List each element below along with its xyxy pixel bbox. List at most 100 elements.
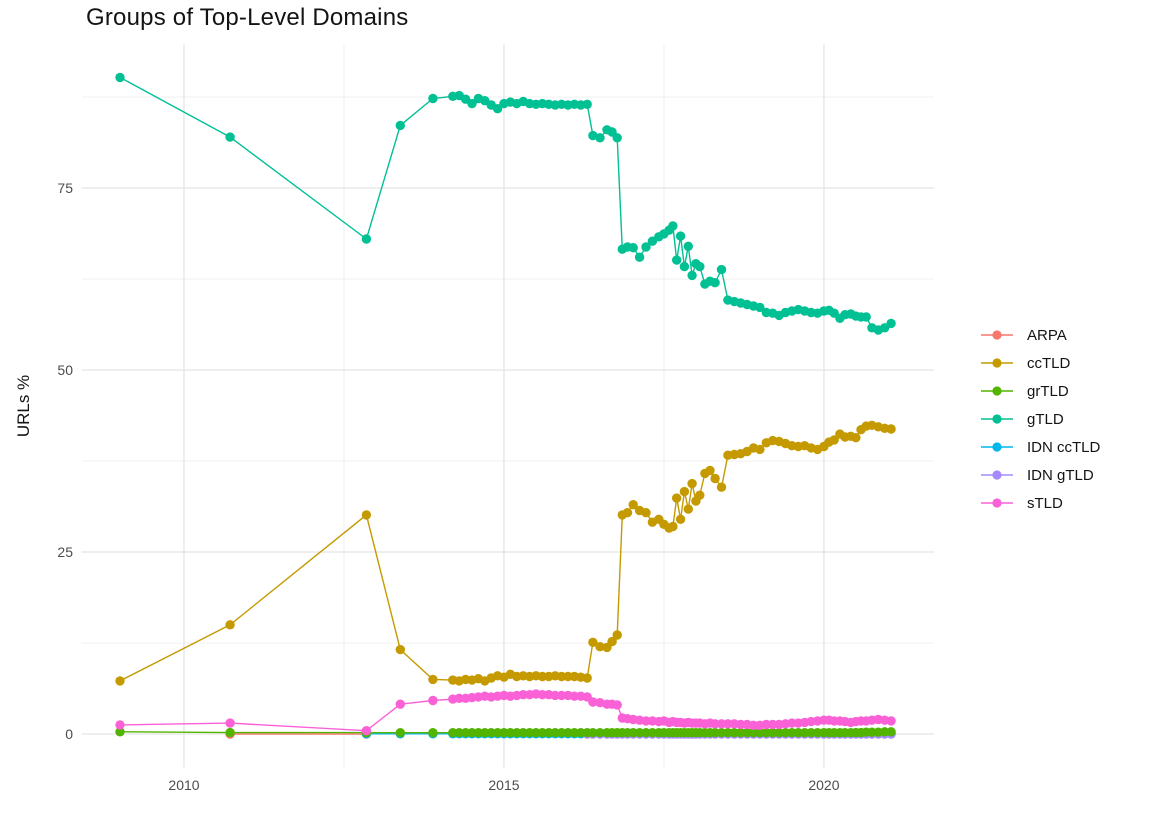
legend-item-idn-gtld: IDN gTLD	[980, 461, 1100, 489]
data-point-cctld	[612, 630, 622, 640]
data-point-gtld	[716, 264, 727, 275]
data-point-gtld	[683, 241, 693, 251]
legend-item-gtld: gTLD	[980, 405, 1100, 433]
data-point-cctld	[607, 636, 617, 647]
legend-key-icon-stld	[981, 498, 1013, 508]
legend-item-label: IDN ccTLD	[1027, 438, 1101, 456]
data-point-gtld	[595, 133, 605, 143]
legend-key-dot	[992, 358, 1002, 368]
data-point-gtld	[492, 104, 503, 114]
data-point-cctld	[622, 508, 633, 518]
data-point-cctld	[687, 478, 697, 489]
data-point-grtld	[115, 727, 125, 737]
y-tick-label: 25	[57, 544, 73, 560]
data-point-cctld	[115, 676, 125, 686]
legend-key-dot	[992, 414, 1002, 424]
legend-item-label: sTLD	[1027, 494, 1063, 512]
y-tick-label: 75	[57, 180, 73, 196]
data-point-cctld	[886, 424, 896, 434]
data-point-stld	[588, 697, 598, 707]
data-point-gtld	[628, 243, 638, 253]
data-point-cctld	[695, 490, 705, 500]
legend-item-grtld: grTLD	[980, 377, 1100, 405]
data-point-gtld	[672, 255, 682, 265]
data-point-gtld	[679, 261, 690, 272]
data-point-cctld	[683, 504, 693, 514]
data-point-gtld	[582, 99, 592, 110]
legend-item-label: IDN gTLD	[1027, 466, 1094, 484]
data-point-stld	[595, 698, 605, 708]
data-point-gtld	[361, 234, 372, 244]
data-point-gtld	[755, 302, 765, 313]
data-point-grtld	[428, 728, 438, 738]
legend-item-label: gTLD	[1027, 410, 1064, 428]
data-point-stld	[361, 726, 372, 736]
legend-key-icon-gtld	[981, 414, 1013, 424]
legend-key-icon-idn-cctld	[981, 442, 1013, 452]
x-tick-label: 2010	[168, 777, 199, 793]
legend-key-dot	[992, 330, 1002, 340]
data-point-cctld	[428, 674, 438, 685]
data-point-cctld	[595, 642, 605, 652]
legend-item-label: ARPA	[1027, 326, 1067, 344]
data-point-gtld	[668, 221, 678, 231]
data-point-stld	[115, 720, 125, 730]
legend-key-icon-arpa	[981, 330, 1013, 340]
data-point-gtld	[710, 278, 720, 288]
y-axis-title: URLs %	[14, 374, 33, 438]
data-point-gtld	[225, 132, 235, 142]
legend-key-icon-idn-gtld	[981, 470, 1013, 480]
legend-key-dot	[992, 470, 1002, 480]
data-point-gtld	[687, 270, 697, 281]
data-point-gtld	[428, 93, 438, 104]
data-point-gtld	[115, 72, 125, 83]
data-point-gtld	[612, 133, 622, 143]
data-point-cctld	[851, 433, 861, 443]
legend-key-dot	[992, 498, 1002, 508]
legend-key-icon-grtld	[981, 386, 1013, 396]
data-point-cctld	[755, 444, 765, 455]
data-point-cctld	[705, 465, 715, 476]
x-tick-label: 2020	[808, 777, 839, 793]
data-point-cctld	[672, 493, 682, 503]
data-point-gtld	[641, 242, 651, 252]
data-point-cctld	[641, 508, 651, 518]
data-point-gtld	[695, 261, 705, 272]
data-point-cctld	[582, 673, 592, 683]
data-point-gtld	[395, 120, 405, 131]
legend-item-arpa: ARPA	[980, 321, 1100, 349]
legend-key-dot	[992, 442, 1002, 452]
legend-item-cctld: ccTLD	[980, 349, 1100, 377]
data-point-grtld	[588, 728, 598, 738]
data-point-stld	[612, 700, 622, 710]
data-point-gtld	[588, 130, 598, 141]
data-point-cctld	[628, 500, 638, 510]
y-tick-label: 50	[57, 362, 73, 378]
series-line-gtld	[119, 76, 892, 331]
legend: ARPA ccTLD grTLD gTLD IDN ccTLD IDN gTLD sTLD	[980, 321, 1100, 517]
data-point-stld	[225, 718, 235, 728]
data-point-cctld	[668, 521, 678, 532]
data-point-grtld	[395, 728, 405, 738]
data-point-stld	[886, 716, 896, 726]
data-point-cctld	[710, 473, 720, 484]
data-point-cctld	[225, 620, 235, 630]
data-point-gtld	[886, 318, 896, 329]
series-line-cctld	[119, 424, 892, 682]
chart-title: Groups of Top-Level Domains	[86, 4, 409, 31]
data-point-cctld	[588, 637, 598, 647]
data-point-stld	[395, 699, 405, 709]
legend-key-dot	[992, 386, 1002, 396]
data-point-cctld	[361, 510, 372, 520]
x-tick-label: 2015	[488, 777, 519, 793]
legend-item-label: ccTLD	[1027, 354, 1071, 372]
data-point-gtld	[467, 98, 477, 109]
data-point-gtld	[634, 252, 645, 262]
data-point-gtld	[675, 231, 686, 241]
legend-key-icon-cctld	[981, 358, 1013, 368]
data-point-cctld	[395, 644, 405, 655]
data-point-cctld	[829, 435, 839, 445]
data-point-cctld	[716, 482, 727, 492]
